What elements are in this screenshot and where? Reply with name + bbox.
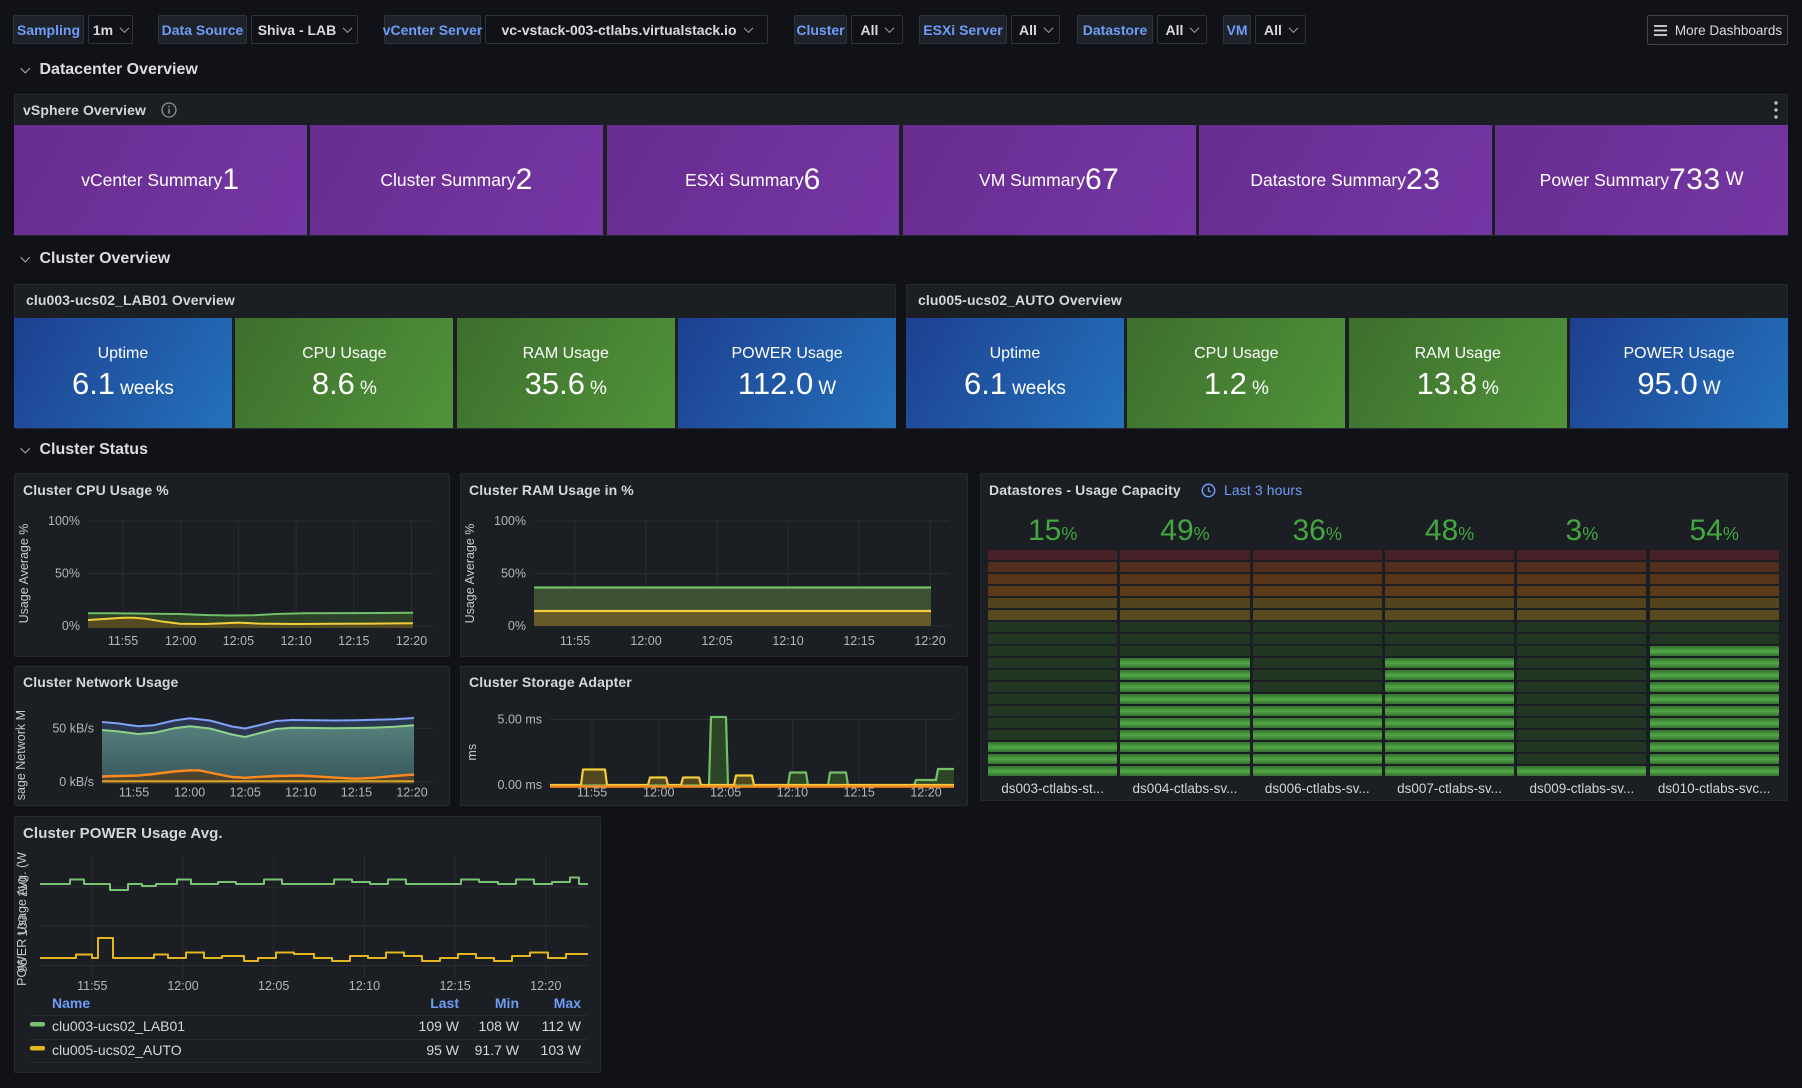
svg-text:12:05: 12:05 [258,979,289,993]
svg-text:12:20: 12:20 [910,786,941,800]
svg-text:50 kB/s: 50 kB/s [52,721,94,735]
svg-text:12:05: 12:05 [230,786,261,800]
svg-text:95: 95 [16,959,30,973]
svg-text:12:05: 12:05 [223,634,254,648]
svg-text:12:00: 12:00 [630,634,661,648]
svg-text:12:10: 12:10 [280,634,311,648]
svg-text:50%: 50% [55,567,80,581]
svg-text:11:55: 11:55 [560,634,590,648]
svg-text:91.7 W: 91.7 W [475,1042,520,1058]
svg-text:12:00: 12:00 [643,786,674,800]
svg-text:5.00 ms: 5.00 ms [498,713,542,727]
svg-text:12:20: 12:20 [396,634,427,648]
svg-text:50%: 50% [501,567,526,581]
svg-text:clu005-ucs02_AUTO: clu005-ucs02_AUTO [52,1042,182,1058]
svg-text:110: 110 [16,877,30,897]
svg-text:0%: 0% [508,619,526,633]
svg-text:11:55: 11:55 [119,786,149,800]
svg-text:12:00: 12:00 [167,979,198,993]
svg-text:Max: Max [554,995,581,1011]
svg-text:12:10: 12:10 [772,634,803,648]
svg-text:12:10: 12:10 [349,979,380,993]
svg-text:11:55: 11:55 [577,786,607,800]
svg-text:12:15: 12:15 [844,786,875,800]
svg-text:12:10: 12:10 [285,786,316,800]
svg-text:Name: Name [52,995,90,1011]
svg-text:sage Network M: sage Network M [14,710,28,800]
svg-text:Last: Last [430,995,459,1011]
svg-text:0 kB/s: 0 kB/s [59,775,94,789]
svg-text:0.00 ms: 0.00 ms [498,778,542,792]
svg-text:12:05: 12:05 [701,634,732,648]
svg-text:12:15: 12:15 [341,786,372,800]
svg-text:clu003-ucs02_LAB01: clu003-ucs02_LAB01 [52,1018,185,1034]
svg-text:12:20: 12:20 [396,786,427,800]
svg-text:95 W: 95 W [426,1042,459,1058]
svg-text:12:15: 12:15 [338,634,369,648]
svg-text:100%: 100% [48,514,80,528]
svg-text:ms: ms [465,744,479,761]
svg-text:100: 100 [16,916,30,937]
svg-text:12:15: 12:15 [843,634,874,648]
svg-text:Usage Average %: Usage Average % [17,524,31,624]
svg-text:12:20: 12:20 [914,634,945,648]
svg-text:12:20: 12:20 [530,979,561,993]
svg-text:109 W: 109 W [419,1018,460,1034]
svg-text:108 W: 108 W [479,1018,520,1034]
svg-text:112 W: 112 W [542,1018,582,1034]
svg-text:0%: 0% [62,619,80,633]
svg-text:12:10: 12:10 [777,786,808,800]
svg-text:12:15: 12:15 [439,979,470,993]
svg-text:12:00: 12:00 [165,634,196,648]
svg-text:POWER Usage Avg. (W: POWER Usage Avg. (W [15,852,29,986]
svg-text:11:55: 11:55 [108,634,138,648]
svg-text:12:00: 12:00 [174,786,205,800]
svg-text:100%: 100% [494,514,526,528]
svg-text:11:55: 11:55 [77,979,107,993]
svg-text:103 W: 103 W [541,1042,582,1058]
svg-text:12:05: 12:05 [710,786,741,800]
svg-text:Min: Min [495,995,519,1011]
svg-text:Usage Average %: Usage Average % [463,524,477,624]
